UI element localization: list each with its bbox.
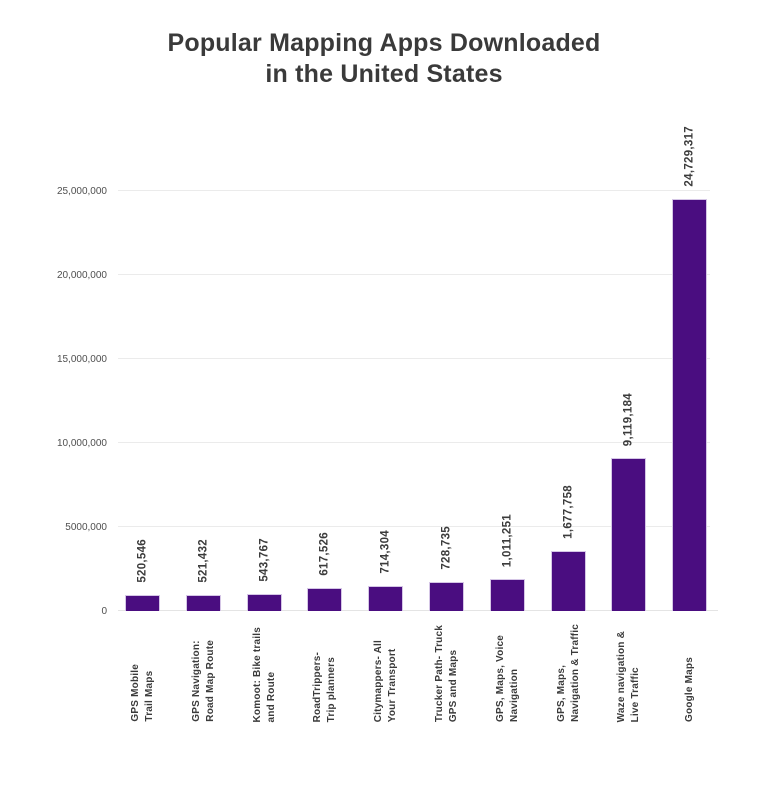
category-label: GPS, Maps, Voice Navigation [494, 635, 520, 722]
category-label: Komoot: Bike trails and Route [251, 626, 277, 722]
bar-10 [672, 199, 707, 611]
y-gridline [118, 358, 710, 359]
chart-title-line1: Popular Mapping Apps Downloaded [167, 29, 601, 57]
y-axis-tick-label: 5000,000 [65, 522, 107, 533]
x-axis-line [118, 610, 718, 611]
bar-value-label: 617,526 [318, 532, 330, 576]
bar-2 [186, 595, 221, 611]
bar-7 [490, 579, 525, 611]
y-axis-tick-label: 25,000,000 [56, 186, 107, 197]
y-gridline [118, 274, 710, 275]
y-axis-tick-label: 15,000,000 [56, 354, 107, 365]
category-label: RoadTrippers- Trip planners [311, 651, 337, 722]
chart-title-line2: in the United States [265, 60, 503, 88]
bar-9 [611, 458, 646, 611]
bar-3 [247, 594, 282, 611]
bar-6 [429, 582, 464, 611]
bar-value-label: 543,767 [258, 538, 270, 582]
bar-value-label: 1,011,251 [501, 513, 513, 567]
bar-4 [307, 588, 342, 611]
category-label: GPS, Maps, Navigation & Traffic [555, 624, 581, 722]
bar-value-label: 1,677,758 [562, 485, 574, 539]
bar-value-label: 728,735 [440, 526, 452, 570]
y-gridline [118, 190, 710, 191]
bar-value-label: 9,119,184 [622, 392, 634, 446]
chart-title: Popular Mapping Apps Downloaded in the Un… [0, 28, 768, 90]
y-axis-tick-label: 10,000,000 [56, 438, 107, 449]
category-label: GPS Mobile Trail Maps [129, 664, 155, 722]
category-label: Trucker Path- Truck GPS and Maps [433, 624, 459, 722]
category-label: Waze navigation & Live Traffic [615, 630, 641, 722]
y-gridline [118, 442, 710, 443]
category-label: Citymappers- All Your Transport [372, 639, 398, 722]
bar-5 [368, 586, 403, 611]
bar-value-label: 24,729,317 [683, 126, 695, 187]
bar-1 [125, 595, 160, 611]
y-axis-tick-label: 20,000,000 [56, 270, 107, 281]
y-axis-tick-label: 0 [101, 606, 107, 617]
bar-value-label: 520,546 [136, 539, 148, 583]
category-label: GPS Navigation: Road Map Route [190, 640, 216, 722]
bar-value-label: 521,432 [197, 539, 209, 583]
category-label: Google Maps [683, 657, 695, 722]
bar-value-label: 714,304 [379, 530, 391, 574]
y-gridline [118, 526, 710, 527]
bar-8 [551, 551, 586, 611]
